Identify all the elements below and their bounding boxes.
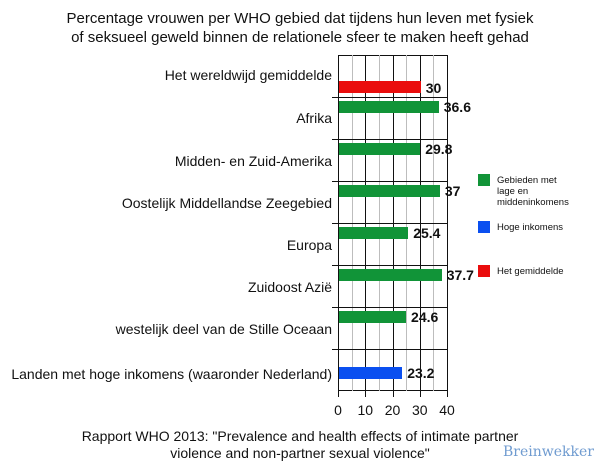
- x-tick-mark: [419, 391, 421, 397]
- bar-low-middle: [339, 227, 409, 239]
- major-gridline: [365, 55, 367, 397]
- x-tick-label: 30: [411, 402, 428, 418]
- category-label: Landen met hoge inkomens (waaronder Nede…: [11, 366, 332, 382]
- bar-value-label: 29.8: [425, 141, 453, 157]
- bar-value-label: 37: [444, 183, 461, 199]
- category-label: Europa: [286, 237, 332, 253]
- x-tick-mark: [365, 391, 367, 397]
- x-tick-label: 10: [357, 402, 374, 418]
- plot-area: 30 36.6 29.8 37 25.4 37.7 24.6 23.2: [332, 55, 474, 397]
- category-label: Zuidoost Azië: [247, 279, 332, 295]
- row-separator: [332, 139, 448, 140]
- bar-high: [339, 367, 403, 379]
- row-separator: [332, 349, 448, 350]
- x-tick-label: 0: [334, 402, 342, 418]
- legend-label: Het gemiddelde: [497, 266, 564, 277]
- row-separator: [332, 265, 448, 266]
- legend-swatch: [478, 221, 490, 233]
- category-label: Midden- en Zuid-Amerika: [174, 153, 332, 169]
- chart-title-line-2: of seksueel geweld binnen de relationele…: [71, 29, 529, 46]
- row-separator: [332, 223, 448, 224]
- watermark-logo: Breinwekker: [503, 444, 594, 460]
- bar-value-label: 23.2: [407, 365, 435, 381]
- bar-low-middle: [339, 185, 440, 197]
- source-line-1: Rapport WHO 2013: "Prevalence and health…: [81, 428, 519, 444]
- bar-low-middle: [339, 143, 421, 155]
- legend-swatch: [478, 174, 490, 186]
- bar-value-label: 37.7: [446, 267, 474, 283]
- major-gridline: [447, 55, 448, 397]
- source-caption: Rapport WHO 2013: "Prevalence and health…: [0, 428, 600, 462]
- bar-low-middle: [339, 311, 407, 323]
- category-label: Afrika: [296, 110, 332, 126]
- bar-value-label: 24.6: [411, 309, 439, 325]
- bar-value-label: 25.4: [413, 225, 441, 241]
- y-axis-line: [338, 55, 339, 397]
- x-tick-mark: [392, 391, 394, 397]
- x-tick-label: 40: [439, 402, 455, 418]
- category-label: Het wereldwijd gemiddelde: [164, 67, 332, 83]
- legend-swatch: [478, 265, 490, 277]
- x-tick-mark: [447, 391, 448, 397]
- major-gridline: [419, 55, 421, 397]
- bar-low-middle: [339, 101, 439, 113]
- legend-label: Hoge inkomens: [497, 222, 564, 233]
- x-tick-label: 20: [384, 402, 401, 418]
- bar-low-middle: [339, 269, 442, 281]
- category-label: Oostelijk Middellandse Zeegebied: [121, 195, 332, 211]
- bar-value-label: 30: [425, 80, 442, 96]
- legend-label: Gebieden met lage en middeninkomens: [497, 175, 569, 208]
- x-tick-mark: [338, 391, 339, 397]
- source-line-2: violence and non-partner sexual violence…: [170, 445, 430, 461]
- row-separator: [332, 97, 448, 98]
- chart-title: Percentage vrouwen per WHO gebied dat ti…: [0, 9, 600, 47]
- row-separator: [332, 307, 448, 308]
- row-separator: [332, 181, 448, 182]
- bar-value-label: 36.6: [443, 99, 471, 115]
- major-gridline: [392, 55, 394, 397]
- chart-title-line-1: Percentage vrouwen per WHO gebied dat ti…: [66, 10, 534, 27]
- bar-average: [339, 81, 421, 93]
- category-label: westelijk deel van de Stille Oceaan: [115, 321, 332, 337]
